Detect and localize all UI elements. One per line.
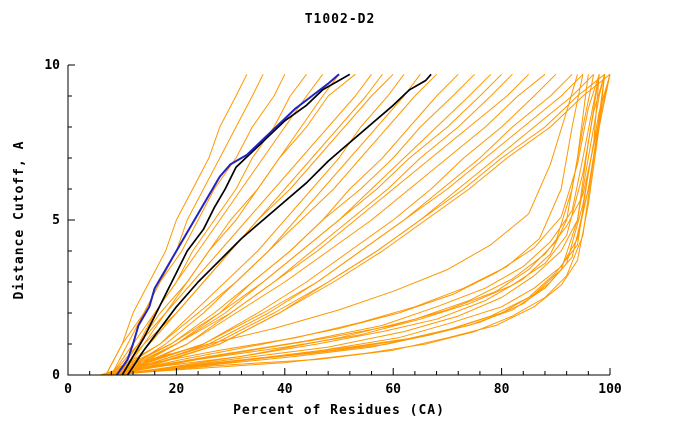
series-model-07 xyxy=(116,73,356,376)
series-model-04 xyxy=(116,73,307,376)
series-model-13 xyxy=(105,73,437,376)
series-blue-curve-1 xyxy=(115,73,340,376)
series-model-21 xyxy=(111,73,557,376)
series-model-11 xyxy=(111,74,405,376)
x-tick-label: 60 xyxy=(385,382,401,397)
x-tick-label: 0 xyxy=(64,382,72,397)
x-tick-label: 100 xyxy=(598,382,622,397)
series-model-16 xyxy=(116,73,492,376)
series-model-27 xyxy=(105,74,600,376)
series-model-03 xyxy=(105,74,286,376)
series-model-08 xyxy=(111,74,372,376)
series-model-01 xyxy=(105,74,248,376)
series-model-37 xyxy=(100,74,578,376)
series-model-18 xyxy=(121,73,513,376)
series-model-32 xyxy=(111,74,606,376)
series-model-36 xyxy=(111,74,600,376)
y-tick-label: 10 xyxy=(44,58,60,73)
x-tick-label: 40 xyxy=(277,382,293,397)
y-tick-label: 0 xyxy=(52,368,60,383)
series-model-40 xyxy=(111,74,611,376)
series-model-39 xyxy=(105,74,606,376)
series-model-12 xyxy=(116,73,421,376)
series-model-34 xyxy=(116,74,606,376)
series-model-02 xyxy=(110,74,264,376)
series-model-10 xyxy=(116,73,394,376)
series-model-15 xyxy=(111,73,475,376)
series-model-19 xyxy=(111,73,530,376)
series-black-curve-1 xyxy=(121,73,351,376)
series-model-38 xyxy=(116,74,611,376)
series-model-17 xyxy=(105,73,502,376)
series-model-33 xyxy=(100,74,584,376)
x-tick-label: 80 xyxy=(494,382,510,397)
series-black-curve-2 xyxy=(126,73,432,376)
x-axis-label: Percent of Residues (CA) xyxy=(233,403,445,418)
series-model-26 xyxy=(116,73,611,376)
chart-title: T1002-D2 xyxy=(304,12,376,27)
series-model-31 xyxy=(105,74,595,376)
x-tick-label: 20 xyxy=(169,382,185,397)
series-model-20 xyxy=(116,73,546,376)
series-model-06 xyxy=(121,73,340,376)
y-tick-label: 5 xyxy=(52,213,60,228)
series-model-35 xyxy=(105,74,600,376)
series-model-42 xyxy=(116,74,606,376)
series-model-23 xyxy=(105,73,584,376)
series-model-25 xyxy=(111,73,605,376)
